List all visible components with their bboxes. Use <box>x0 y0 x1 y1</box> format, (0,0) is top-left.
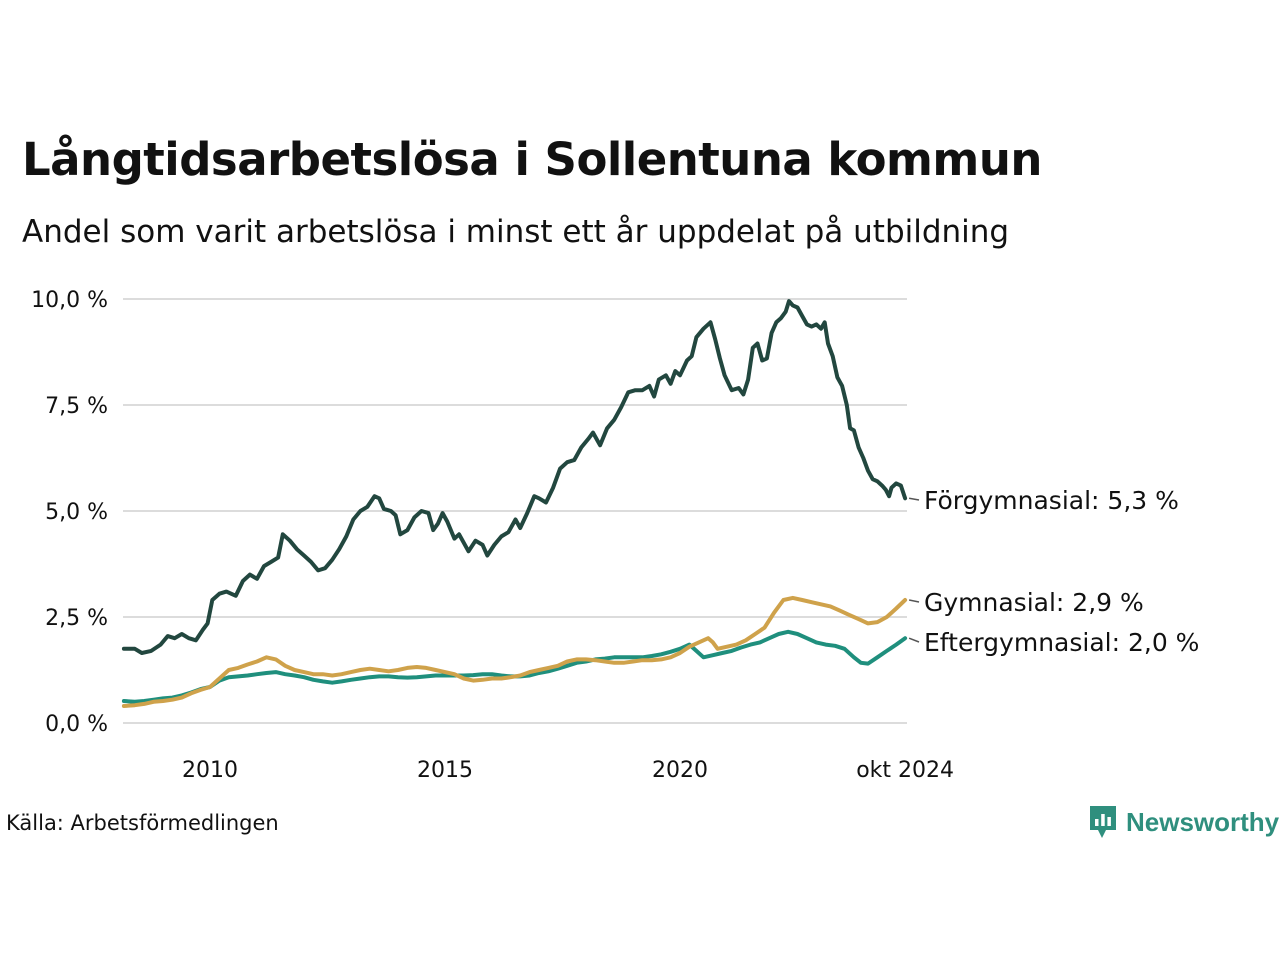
gridlines <box>123 298 907 724</box>
x-tick-label: 2020 <box>652 758 708 783</box>
label-connector-förgymnasial <box>908 497 920 501</box>
label-connector-eftergymnasial <box>908 637 920 643</box>
series-label-gymnasial: Gymnasial: 2,9 % <box>924 588 1144 617</box>
y-tick-label: 0,0 % <box>45 712 108 737</box>
x-tick-label: 2010 <box>182 758 238 783</box>
x-axis-ticks: 2010 2015 2020 okt 2024 <box>182 758 954 783</box>
series-line-förgymnasial <box>121 299 908 655</box>
bar-chart-icon <box>1090 806 1116 838</box>
x-tick-label: okt 2024 <box>856 758 954 783</box>
x-tick-label: 2015 <box>417 758 473 783</box>
source-note: Källa: Arbetsförmedlingen <box>6 811 279 835</box>
series-label-förgymnasial: Förgymnasial: 5,3 % <box>924 486 1179 515</box>
newsworthy-logo[interactable]: Newsworthy <box>1088 804 1279 840</box>
brand-name: Newsworthy <box>1126 806 1280 837</box>
y-tick-label: 10,0 % <box>31 288 108 313</box>
chart-title: Långtidsarbetslösa i Sollentuna kommun <box>22 133 1042 186</box>
series-labels: Förgymnasial: 5,3 % Gymnasial: 2,9 % Efter… <box>908 486 1199 657</box>
y-tick-label: 2,5 % <box>45 606 108 631</box>
series-lines <box>121 299 908 708</box>
y-tick-label: 7,5 % <box>45 394 108 419</box>
series-line-gymnasial <box>121 595 908 708</box>
chart-subtitle: Andel som varit arbetslösa i minst ett å… <box>22 214 1010 250</box>
series-label-eftergymnasial: Eftergymnasial: 2,0 % <box>924 628 1199 657</box>
y-tick-label: 5,0 % <box>45 500 108 525</box>
y-axis-ticks: 0,0 % 2,5 % 5,0 % 7,5 % 10,0 % <box>31 288 108 737</box>
label-connector-gymnasial <box>908 599 920 603</box>
